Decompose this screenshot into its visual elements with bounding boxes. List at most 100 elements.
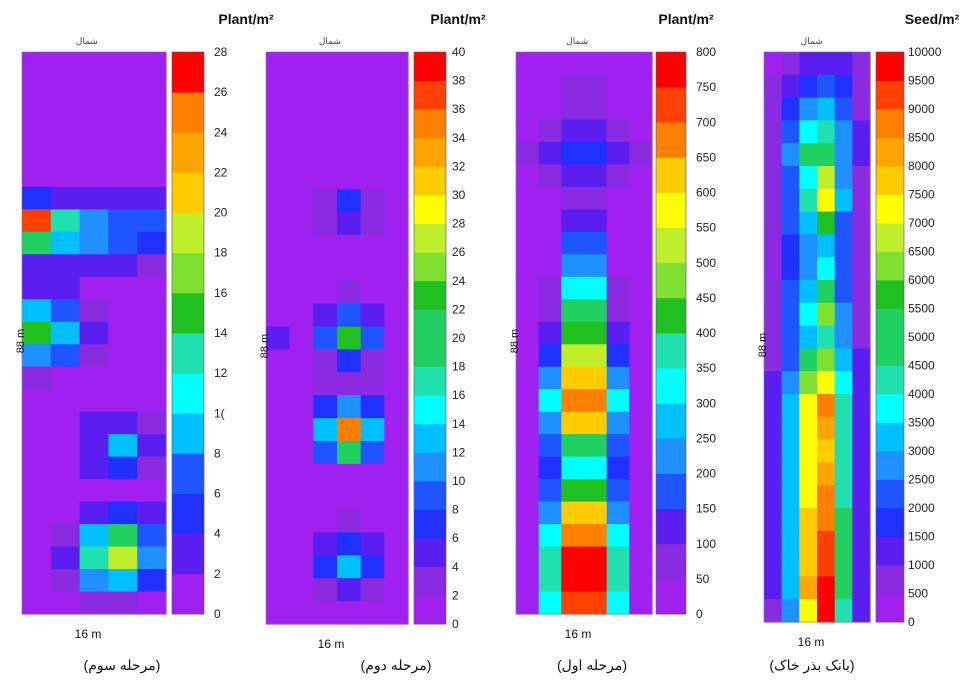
stage3-colorbar-band	[172, 333, 204, 374]
seedbank-cell	[781, 553, 800, 577]
stage2-cell	[360, 463, 385, 488]
seedbank-cell	[834, 166, 853, 190]
seedbank-colorbar-tick: 5500	[908, 302, 935, 316]
seedbank-cell	[834, 143, 853, 167]
stage2-cell	[289, 601, 314, 625]
stage2-cell	[337, 555, 362, 579]
stage2-cell	[313, 372, 338, 396]
stage1-cell	[584, 569, 608, 593]
seedbank-cell	[764, 416, 783, 441]
stage2-north-label: شمال	[319, 36, 341, 46]
stage2-cell	[289, 372, 314, 396]
stage1-cell	[516, 411, 540, 435]
stage2-colorbar-tick: 38	[452, 74, 466, 88]
stage3-cell	[22, 119, 52, 143]
stage2-colorbar-tick: 30	[452, 188, 466, 202]
stage2-cell	[313, 395, 338, 419]
seedbank-cell	[781, 416, 800, 441]
seedbank-cell	[799, 257, 818, 281]
stage3-cell	[79, 569, 109, 593]
stage1-cell	[538, 119, 562, 143]
stage1-cell	[516, 186, 540, 210]
stage2-y-axis-label: 88 m	[259, 334, 271, 358]
seedbank-cell	[781, 280, 800, 304]
seedbank-cell	[764, 211, 783, 235]
stage3-colorbar-tick: 1(	[214, 406, 225, 420]
seedbank-cell	[852, 553, 871, 577]
seedbank-colorbar-tick: 4000	[908, 387, 935, 401]
seedbank-cell	[781, 234, 800, 258]
seedbank-cell	[764, 462, 783, 486]
stage2-cell	[337, 120, 362, 145]
stage1-cell	[561, 456, 585, 480]
stage1-cell	[606, 479, 630, 503]
stage3-cell	[79, 254, 109, 278]
stage3-colorbar-band	[172, 252, 204, 294]
stage1-cell	[538, 479, 562, 503]
stage2-colorbar-band	[414, 137, 446, 167]
seedbank-cell	[781, 97, 800, 121]
stage2-cell	[289, 74, 314, 99]
stage1-cell	[561, 389, 585, 413]
stage3-cell	[22, 141, 52, 165]
stage1-colorbar-band	[656, 403, 686, 439]
stage2-cell	[360, 97, 385, 122]
stage1-cell	[629, 164, 653, 188]
stage3-cell	[22, 186, 52, 210]
stage3-cell	[50, 366, 81, 390]
stage2-cell	[266, 120, 291, 145]
stage2-colorbar-band	[414, 395, 446, 425]
stage3-cell	[50, 524, 81, 548]
stage1-cell	[584, 186, 608, 210]
stage1-cell	[629, 186, 653, 210]
stage2-cell	[360, 280, 385, 305]
stage3-cell	[22, 501, 52, 525]
stage3-cell	[50, 276, 81, 300]
stage3-cell	[137, 434, 167, 458]
stage1-cell	[584, 119, 608, 143]
seedbank-cell	[817, 462, 836, 486]
stage3-cell	[79, 411, 109, 435]
seedbank-cell	[817, 97, 836, 121]
stage1-unit-label: Plant/m²	[658, 11, 714, 27]
stage2-cell	[384, 189, 409, 213]
stage2-colorbar-band	[414, 509, 446, 539]
stage2-cell	[337, 166, 362, 190]
stage1-cell	[516, 52, 540, 76]
stage1-cell	[606, 456, 630, 480]
stage2-cell	[289, 143, 314, 167]
seedbank-cell	[781, 599, 800, 623]
seedbank-colorbar-tick: 3000	[908, 444, 935, 458]
stage3-cell	[108, 141, 138, 165]
seedbank-cell	[781, 462, 800, 486]
stage2-cell	[337, 532, 362, 556]
seedbank-cell	[852, 348, 871, 372]
seedbank-cell	[799, 97, 818, 121]
stage1-cell	[606, 591, 630, 615]
stage3-cell	[50, 411, 81, 435]
stage3-cell	[50, 344, 81, 368]
seedbank-cell	[764, 576, 783, 600]
seedbank-colorbar-tick: 8500	[908, 131, 935, 145]
stage2-cell	[337, 486, 362, 511]
stage1-colorbar-band	[656, 368, 686, 404]
seedbank-cell	[799, 234, 818, 258]
stage3-cell	[50, 479, 81, 503]
stage1-cell	[516, 276, 540, 300]
stage2-cell	[313, 509, 338, 534]
stage1-cell	[561, 141, 585, 165]
stage1-cell	[538, 231, 562, 255]
stage3-cell	[137, 501, 167, 525]
stage3-cell	[79, 344, 109, 368]
stage2-cell	[289, 52, 314, 76]
seedbank-cell	[781, 211, 800, 235]
stage2-cell	[313, 52, 338, 76]
stage3-cell	[137, 389, 167, 413]
seedbank-cell	[764, 166, 783, 190]
stage2-cell	[384, 74, 409, 99]
stage2-cell	[266, 212, 291, 236]
stage3-cell	[108, 231, 138, 255]
stage3-cell	[137, 74, 167, 98]
seedbank-cell	[817, 211, 836, 235]
seedbank-cell	[834, 371, 853, 395]
